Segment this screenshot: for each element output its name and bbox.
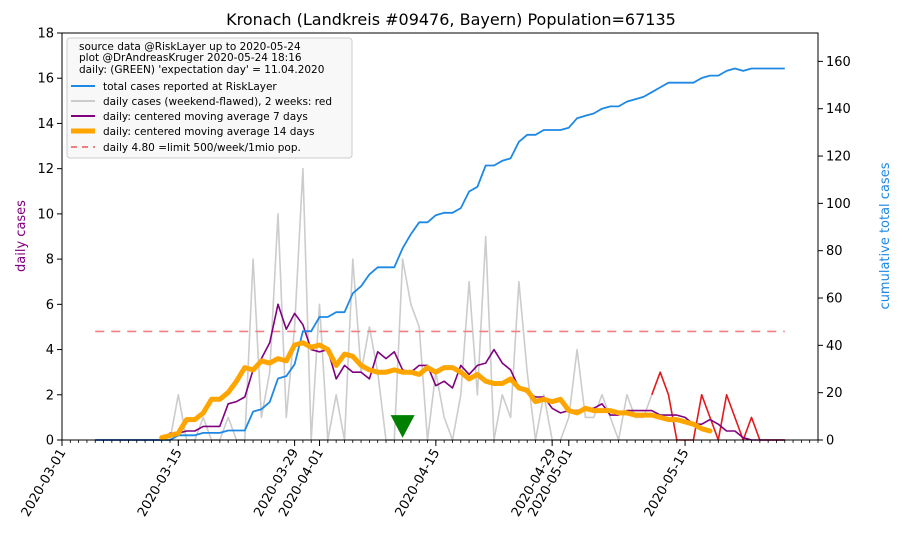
- legend-entry-limit: daily 4.80 =limit 500/week/1mio pop.: [103, 142, 301, 154]
- y-right-tick-label: 120: [826, 150, 851, 165]
- y-left-tick-label: 4: [46, 343, 54, 358]
- cumulative-line: [95, 67, 785, 441]
- y-axis-left-label: daily cases: [14, 200, 29, 272]
- legend-entry-daily: daily cases (weekend-flawed), 2 weeks: r…: [103, 96, 332, 108]
- y-right-tick-label: 80: [826, 244, 843, 259]
- y-left-tick-label: 0: [46, 434, 54, 449]
- y-left-tick-label: 14: [37, 117, 54, 132]
- expectation-day-marker: [390, 415, 415, 438]
- y-right-tick-label: 0: [826, 434, 834, 449]
- y-right-tick-label: 140: [826, 102, 851, 117]
- y-right-tick-label: 40: [826, 339, 843, 354]
- legend-entry-ma14: daily: centered moving average 14 days: [103, 126, 315, 138]
- legend-entry-cumulative: total cases reported at RiskLayer: [103, 81, 277, 93]
- ma14-line: [159, 340, 713, 441]
- y-left-tick-label: 8: [46, 253, 54, 268]
- legend-info-line: plot @DrAndreasKruger 2020-05-24 18:16: [79, 52, 302, 64]
- legend-entry-ma7: daily: centered moving average 7 days: [103, 111, 308, 123]
- y-right-tick-label: 60: [826, 292, 843, 307]
- y-left-tick-label: 18: [37, 27, 54, 42]
- y-axis-right-label: cumulative total cases: [878, 162, 893, 309]
- plot-frame: [61, 32, 819, 441]
- legend-info-line: daily: (GREEN) 'expectation day' = 11.04…: [79, 64, 324, 76]
- y-left-tick-label: 2: [46, 388, 54, 403]
- legend: source data @RiskLayer up to 2020-05-24 …: [66, 37, 353, 159]
- y-left-tick-label: 16: [37, 72, 54, 87]
- y-left-tick-label: 12: [37, 162, 54, 177]
- chart-title: Kronach (Landkreis #09476, Bayern) Popul…: [226, 10, 676, 29]
- y-left-tick-label: 6: [46, 298, 54, 313]
- y-right-tick-label: 100: [826, 197, 851, 212]
- legend-box: [66, 37, 353, 159]
- y-right-tick-label: 20: [826, 386, 843, 401]
- y-left-tick-label: 10: [37, 207, 54, 222]
- y-right-tick-label: 160: [826, 55, 851, 70]
- legend-info-line: source data @RiskLayer up to 2020-05-24: [79, 41, 301, 53]
- ma7-line: [95, 303, 785, 441]
